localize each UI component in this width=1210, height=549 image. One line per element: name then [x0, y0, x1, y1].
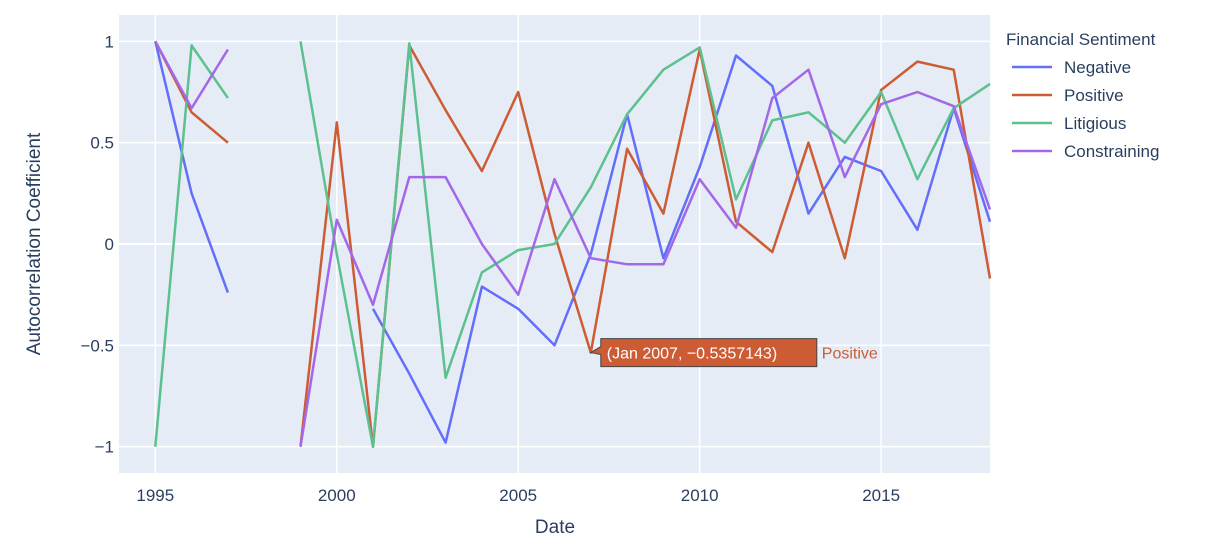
legend-label-litigious[interactable]: Litigious	[1064, 114, 1126, 133]
x-tick-label: 2015	[862, 486, 900, 505]
legend-label-constraining[interactable]: Constraining	[1064, 142, 1159, 161]
x-tick-label: 2005	[499, 486, 537, 505]
x-tick-label: 1995	[136, 486, 174, 505]
y-tick-label: 0.5	[90, 134, 114, 153]
legend-label-negative[interactable]: Negative	[1064, 58, 1131, 77]
x-axis-title: Date	[535, 517, 575, 538]
y-axis-title: Autocorrelation Coefficient	[24, 132, 45, 355]
legend-label-positive[interactable]: Positive	[1064, 86, 1124, 105]
hover-series-name: Positive	[822, 346, 878, 363]
y-axis-ticks: 1 0.5 0 −0.5 −1	[80, 32, 114, 456]
series-line-negative	[154, 41, 230, 294]
legend: Financial Sentiment Negative Positive Liti…	[1006, 30, 1159, 161]
hover-label-box	[589, 338, 818, 368]
hover-tooltip: (Jan 2007, −0.5357143) Positive	[589, 338, 878, 368]
y-tick-label: −0.5	[80, 336, 114, 355]
x-tick-label: 2000	[318, 486, 356, 505]
y-tick-label: −1	[95, 438, 114, 457]
series-line-litigious	[154, 44, 229, 447]
legend-title: Financial Sentiment	[1006, 30, 1156, 49]
series-lines	[154, 40, 992, 448]
x-tick-label: 2010	[681, 486, 719, 505]
x-axis-ticks: 1995 2000 2005 2010 2015	[136, 486, 900, 505]
y-tick-label: 1	[105, 32, 114, 51]
series-line-negative	[371, 54, 992, 444]
y-tick-label: 0	[105, 235, 114, 254]
series-line-litigious	[299, 41, 991, 448]
series-line-constraining	[154, 40, 229, 110]
series-line-constraining	[299, 68, 992, 447]
hover-label-value: (Jan 2007, −0.5357143)	[607, 346, 777, 363]
